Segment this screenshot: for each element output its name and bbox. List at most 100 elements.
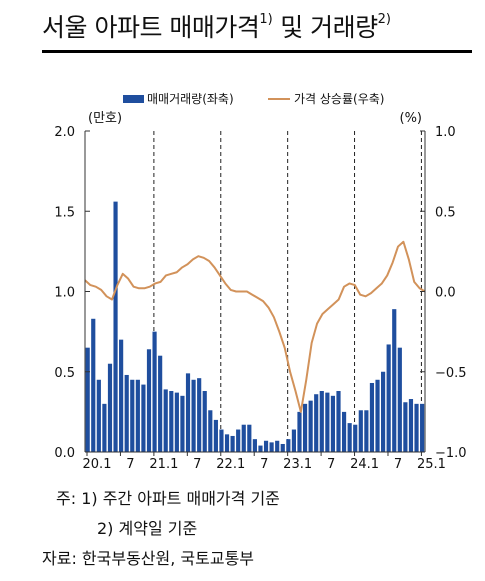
title-underline xyxy=(42,50,472,53)
volume-bar xyxy=(314,394,319,452)
volume-bar xyxy=(174,392,179,452)
title-footnote-2: 2) xyxy=(377,12,391,27)
left-axis-tick-label: 0.0 xyxy=(54,446,75,461)
volume-bar xyxy=(152,331,157,453)
volume-bar xyxy=(91,318,96,452)
x-axis-tick-label: 7 xyxy=(193,457,201,470)
volume-bar xyxy=(141,384,146,452)
x-axis-tick-label: 7 xyxy=(126,457,134,470)
volume-bar xyxy=(191,379,196,452)
x-axis-tick-label: 7 xyxy=(327,457,335,470)
volume-bar xyxy=(275,440,280,452)
x-axis-tick-label: 25.1 xyxy=(417,457,446,470)
volume-bar xyxy=(386,344,391,452)
right-axis-tick-label: 1.0 xyxy=(435,125,456,140)
volume-bar xyxy=(241,424,246,452)
volume-bar xyxy=(403,402,408,452)
x-axis-tick-label: 20.1 xyxy=(83,457,112,470)
volume-bar xyxy=(414,403,419,452)
volume-bar xyxy=(375,379,380,452)
x-axis-tick-label: 23.1 xyxy=(283,457,312,470)
title-suffix: 및 거래량 xyxy=(272,13,378,42)
x-axis-tick-label: 22.1 xyxy=(216,457,245,470)
right-axis-tick-label: 0.0 xyxy=(435,286,456,301)
note-line-2: 2) 계약일 기준 xyxy=(97,519,198,538)
right-axis-tick-label: −0.5 xyxy=(435,366,467,381)
volume-bar xyxy=(224,434,230,452)
volume-bar xyxy=(247,424,252,452)
volume-bar xyxy=(358,410,363,452)
volume-bar xyxy=(420,403,425,452)
right-axis-tick-label: −1.0 xyxy=(435,446,467,461)
volume-bar xyxy=(297,411,302,453)
volume-bar xyxy=(236,429,241,452)
volume-bar xyxy=(213,419,218,452)
volume-bar xyxy=(336,391,341,452)
x-axis-tick-label: 24.1 xyxy=(350,457,379,470)
volume-bar xyxy=(119,339,124,452)
volume-bar xyxy=(286,439,291,452)
volume-bar xyxy=(96,379,101,452)
volume-bar xyxy=(102,403,107,452)
volume-bar xyxy=(392,309,397,452)
volume-bar xyxy=(107,363,113,452)
left-axis-tick-label: 2.0 xyxy=(54,125,75,140)
volume-bar xyxy=(302,403,308,452)
note-1-text: 1) 주간 아파트 매매가격 기준 xyxy=(81,489,280,508)
volume-bar xyxy=(185,373,191,452)
volume-bar xyxy=(135,379,140,452)
source-note: 자료: 한국부동산원, 국토교통부 xyxy=(42,549,255,568)
volume-bar xyxy=(397,347,402,452)
legend-bar-label: 매매거래량(좌축) xyxy=(147,92,234,106)
volume-bar xyxy=(408,399,414,452)
left-axis-tick-label: 1.0 xyxy=(54,286,75,301)
x-axis-tick-label: 7 xyxy=(260,457,268,470)
volume-bar xyxy=(130,379,135,452)
volume-bar xyxy=(258,445,263,452)
legend-line-label: 가격 상승률(우축) xyxy=(294,92,384,106)
volume-bar xyxy=(291,429,296,452)
volume-bar xyxy=(197,378,202,452)
combo-chart: 0.0 0.5 1.0 1.5 2.0 −1.0 −0.5 0.0 0.5 1.0 20.1 7 21.… xyxy=(54,92,467,470)
right-axis-unit: (%) xyxy=(400,111,423,126)
volume-bar xyxy=(208,410,213,452)
volume-bar xyxy=(347,423,352,452)
note-prefix: 주: xyxy=(56,489,82,508)
volume-bar xyxy=(230,435,235,452)
volume-bar xyxy=(319,391,324,452)
right-axis-tick-label: 0.5 xyxy=(435,205,456,220)
volume-bar xyxy=(364,410,369,452)
volume-bar xyxy=(308,400,313,452)
left-axis-tick-label: 1.5 xyxy=(54,205,75,220)
note-line-1: 주: 1) 주간 아파트 매매가격 기준 xyxy=(56,485,280,509)
volume-bar xyxy=(252,439,257,452)
volume-bar xyxy=(381,371,386,452)
title-footnote-1: 1) xyxy=(259,12,273,27)
left-axis-unit: (만호) xyxy=(88,111,122,126)
chart-title: 서울 아파트 매매가격1) 및 거래량2) xyxy=(42,8,462,44)
legend-bar-swatch xyxy=(123,95,144,103)
volume-bar xyxy=(269,442,274,452)
volume-bar xyxy=(263,440,269,452)
volume-bar xyxy=(341,411,347,453)
volume-bar xyxy=(219,429,224,452)
left-axis-tick-label: 0.5 xyxy=(54,366,75,381)
volume-bar xyxy=(353,424,358,452)
volume-bar xyxy=(85,347,90,452)
volume-bar xyxy=(163,389,168,452)
price-change-line xyxy=(84,240,426,413)
x-axis-tick-label: 21.1 xyxy=(149,457,178,470)
volume-bar xyxy=(113,201,118,452)
volume-bar xyxy=(330,395,336,452)
volume-bar xyxy=(325,392,330,452)
volume-bar xyxy=(369,382,375,452)
volume-bar xyxy=(124,374,129,452)
volume-bar xyxy=(169,391,174,452)
volume-bar xyxy=(202,391,207,452)
title-main: 서울 아파트 매매가격 xyxy=(42,13,260,42)
volume-bar xyxy=(146,349,152,452)
volume-bar xyxy=(158,355,163,452)
x-axis-tick-label: 7 xyxy=(394,457,402,470)
volume-bar xyxy=(180,395,185,452)
volume-bar xyxy=(280,443,285,452)
